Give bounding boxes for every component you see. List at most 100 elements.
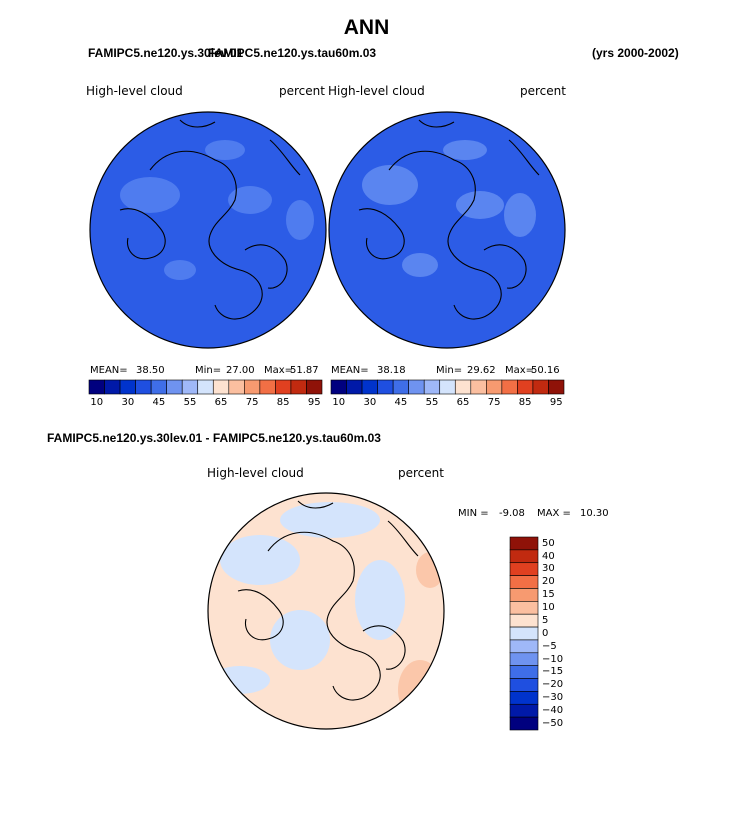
diff-colorbar-tick-label: 40 bbox=[542, 550, 555, 562]
panel2-colorbar-swatch bbox=[408, 379, 425, 395]
panel2-colorbar-tick-label: 65 bbox=[456, 397, 470, 408]
diff-max-value: 10.30 bbox=[580, 508, 609, 519]
diff-colorbar-tick-label: 50 bbox=[542, 537, 555, 549]
panel2-coastline bbox=[358, 119, 540, 320]
main-title: ANN bbox=[343, 16, 390, 39]
panel1-min-value: 27.00 bbox=[226, 365, 255, 376]
panel1-disk bbox=[90, 112, 326, 348]
diff-border bbox=[207, 492, 445, 730]
diff-colorbar-tick-label: −50 bbox=[542, 717, 564, 729]
diff-colorbar-swatch bbox=[509, 536, 539, 551]
panel1-colorbar-tick-label: 95 bbox=[307, 397, 321, 408]
panel1-colorbar-swatch bbox=[197, 379, 214, 395]
diff-colorbar-swatch bbox=[509, 716, 539, 731]
diff-colorbar-swatch bbox=[509, 562, 539, 576]
panel2-colorbar bbox=[330, 379, 565, 395]
diff-min-label: MIN = bbox=[458, 508, 489, 519]
panel1-min-label: Min= bbox=[195, 365, 222, 376]
panel1-colorbar-swatch bbox=[306, 379, 323, 395]
panel2-contour-patches bbox=[362, 140, 536, 277]
panel2-colorbar-swatch bbox=[377, 379, 394, 395]
panel2-colorbar-tick-label: 45 bbox=[394, 397, 408, 408]
panel2-colorbar-swatch bbox=[392, 379, 409, 395]
diff-colorbar-swatch bbox=[509, 691, 539, 705]
diff-colorbar-swatch bbox=[509, 549, 539, 564]
panel2-colorbar-swatch bbox=[486, 379, 503, 395]
panel1-max-label: Max= bbox=[264, 365, 294, 376]
panel2-min-label: Min= bbox=[436, 365, 463, 376]
panel2-colorbar-tick-label: 30 bbox=[363, 397, 377, 408]
panel2-max-label: Max= bbox=[505, 365, 535, 376]
panel1-colorbar-tick-label: 10 bbox=[90, 397, 104, 408]
diff-variable-label: High-level cloud bbox=[207, 466, 304, 480]
panel2-colorbar-swatch bbox=[501, 379, 518, 395]
panel1-colorbar-swatch bbox=[88, 379, 105, 395]
panel1-colorbar-swatch bbox=[259, 379, 276, 395]
diff-colorbar-tick-label: 5 bbox=[542, 614, 549, 626]
panel1-variable-label: High-level cloud bbox=[86, 84, 183, 98]
panel2-colorbar-swatch bbox=[548, 379, 565, 395]
panel1-colorbar-swatch bbox=[228, 379, 245, 395]
panel1-colorbar-swatch bbox=[212, 379, 230, 395]
panel2-max-value: 50.16 bbox=[531, 365, 560, 376]
panel1-colorbar-swatch bbox=[104, 379, 121, 395]
panel2-colorbar-tick-label: 75 bbox=[487, 397, 501, 408]
panel1-mean-value: 38.50 bbox=[136, 365, 165, 376]
years-label: (yrs 2000-2002) bbox=[592, 46, 679, 60]
panel1-colorbar-swatch bbox=[150, 379, 167, 395]
diff-colorbar-swatch bbox=[509, 613, 539, 628]
diff-colorbar-swatch bbox=[509, 652, 539, 666]
panel1-colorbar-swatch bbox=[275, 379, 292, 395]
panel1-max-value: 51.87 bbox=[290, 365, 319, 376]
panel1-mean-label: MEAN= bbox=[90, 365, 128, 376]
panel2-colorbar-tick-label: 55 bbox=[425, 397, 439, 408]
panel2-colorbar-swatch bbox=[330, 379, 347, 395]
panel1-colorbar-swatch bbox=[166, 379, 183, 395]
panel2-colorbar-swatch bbox=[454, 379, 472, 395]
diff-colorbar-tick-label: −20 bbox=[542, 679, 564, 691]
panel2-units-label: percent bbox=[520, 84, 566, 98]
panel1-colorbar-tick-label: 45 bbox=[152, 397, 166, 408]
panel2-colorbar-tick-label: 10 bbox=[332, 397, 346, 408]
diff-colorbar-tick-label: 0 bbox=[542, 627, 549, 639]
panel2-mean-value: 38.18 bbox=[377, 365, 406, 376]
diff-colorbar-tick-label: 15 bbox=[542, 589, 555, 601]
case-left-title: FAMIPC5.ne120.ys.30lev.01 bbox=[88, 46, 244, 60]
diff-colorbar-tick-label: −10 bbox=[542, 653, 564, 665]
diff-colorbar-tick-label: −40 bbox=[542, 704, 564, 716]
panel1-colorbar-tick-label: 85 bbox=[276, 397, 290, 408]
panel1-colorbar-swatch bbox=[181, 379, 199, 395]
panel1-colorbar-swatch bbox=[290, 379, 307, 395]
diff-colorbar-swatch bbox=[509, 588, 539, 602]
diff-units-label: percent bbox=[398, 466, 444, 480]
panel1-colorbar-tick-label: 65 bbox=[214, 397, 228, 408]
panel1-colorbar-swatch bbox=[119, 379, 136, 395]
panel1-contour-patches bbox=[120, 140, 314, 280]
panel1-colorbar bbox=[88, 379, 323, 395]
difference-title: FAMIPC5.ne120.ys.30lev.01 - FAMIPC5.ne12… bbox=[47, 431, 381, 445]
diff-colorbar bbox=[509, 536, 539, 731]
panel1-coastline bbox=[119, 119, 301, 320]
diff-min-value: -9.08 bbox=[499, 508, 525, 519]
panel2-colorbar-swatch bbox=[361, 379, 378, 395]
panel1-colorbar-swatch bbox=[135, 379, 152, 395]
panel1-border bbox=[89, 111, 327, 349]
panel1-colorbar-tick-label: 55 bbox=[183, 397, 197, 408]
diff-colorbar-swatch bbox=[509, 575, 539, 589]
panel2-border bbox=[328, 111, 566, 349]
panel2-map bbox=[328, 111, 566, 349]
panel1-colorbar-tick-label: 75 bbox=[245, 397, 259, 408]
panel2-colorbar-swatch bbox=[439, 379, 456, 395]
diff-coastline bbox=[237, 500, 419, 701]
case-right-title: FAMIPC5.ne120.ys.tau60m.03 bbox=[208, 46, 377, 60]
diff-colorbar-tick-label: −15 bbox=[542, 666, 564, 678]
panel2-min-value: 29.62 bbox=[467, 365, 496, 376]
diff-colorbar-swatch bbox=[509, 601, 539, 615]
diff-colorbar-swatch bbox=[509, 626, 539, 641]
diff-colorbar-tick-label: 30 bbox=[542, 563, 555, 575]
panel1-map bbox=[89, 111, 327, 349]
panel2-colorbar-swatch bbox=[346, 379, 363, 395]
panel1-colorbar-swatch bbox=[244, 379, 261, 395]
diff-colorbar-swatch bbox=[509, 665, 539, 679]
